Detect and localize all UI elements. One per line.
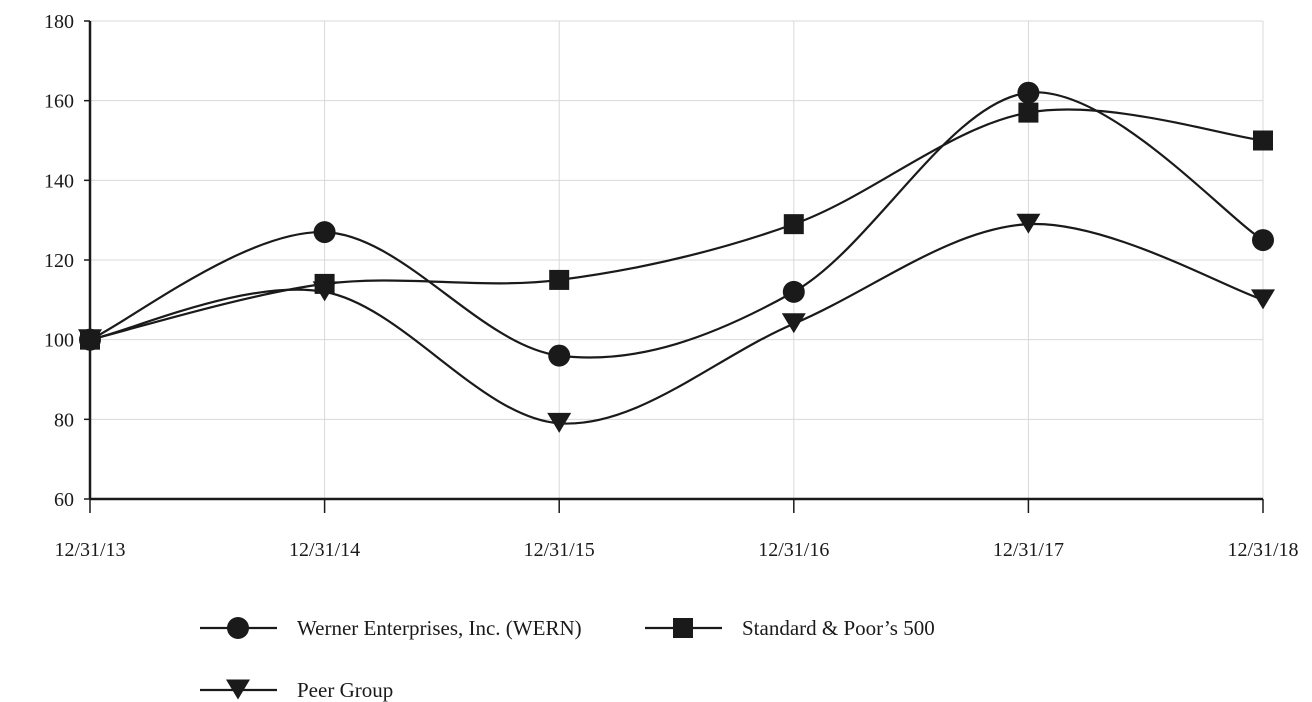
series-marker bbox=[1017, 82, 1039, 104]
series-2 bbox=[80, 103, 1273, 350]
legend-marker bbox=[227, 617, 249, 639]
series-marker bbox=[784, 214, 804, 234]
legend-label: Peer Group bbox=[297, 678, 393, 702]
series-marker bbox=[1253, 131, 1273, 151]
legend-item-3: Peer Group bbox=[200, 678, 393, 702]
x-tick-label: 12/31/15 bbox=[524, 539, 595, 561]
series-group bbox=[78, 82, 1275, 433]
x-tick-label: 12/31/17 bbox=[993, 539, 1064, 561]
legend-marker bbox=[673, 618, 693, 638]
x-tick-labels: 12/31/13 12/31/14 12/31/15 12/31/16 12/31/17… bbox=[54, 539, 1298, 561]
legend-item-1: Werner Enterprises, Inc. (WERN) bbox=[200, 616, 582, 640]
x-tick-label: 12/31/18 bbox=[1227, 539, 1298, 561]
x-tick-label: 12/31/13 bbox=[54, 539, 125, 561]
series-marker bbox=[314, 221, 336, 243]
legend-item-2: Standard & Poor’s 500 bbox=[645, 616, 935, 640]
y-tick-label: 60 bbox=[54, 489, 74, 511]
y-tick-label: 140 bbox=[44, 170, 74, 192]
series-line bbox=[90, 92, 1263, 357]
series-marker bbox=[548, 345, 570, 367]
x-tick-label: 12/31/16 bbox=[758, 539, 829, 561]
x-tick-label: 12/31/14 bbox=[289, 539, 360, 561]
gridlines bbox=[90, 21, 1263, 499]
series-marker bbox=[782, 313, 806, 333]
axes bbox=[84, 21, 1263, 513]
y-tick-label: 80 bbox=[54, 409, 74, 431]
series-line bbox=[90, 110, 1263, 340]
series-marker bbox=[1018, 103, 1038, 123]
series-marker bbox=[549, 270, 569, 290]
series-marker bbox=[783, 281, 805, 303]
series-marker bbox=[1252, 229, 1274, 251]
series-marker bbox=[1251, 289, 1275, 309]
y-tick-labels: 60 80 100 120 140 160 180 bbox=[44, 11, 74, 511]
y-tick-label: 100 bbox=[44, 330, 74, 352]
series-line bbox=[90, 224, 1263, 424]
y-tick-label: 160 bbox=[44, 91, 74, 113]
legend: Werner Enterprises, Inc. (WERN) Standard … bbox=[200, 616, 935, 702]
y-tick-label: 180 bbox=[44, 11, 74, 33]
y-tick-label: 120 bbox=[44, 250, 74, 272]
legend-label: Werner Enterprises, Inc. (WERN) bbox=[297, 616, 582, 640]
series-1 bbox=[79, 82, 1274, 367]
legend-label: Standard & Poor’s 500 bbox=[742, 616, 935, 640]
